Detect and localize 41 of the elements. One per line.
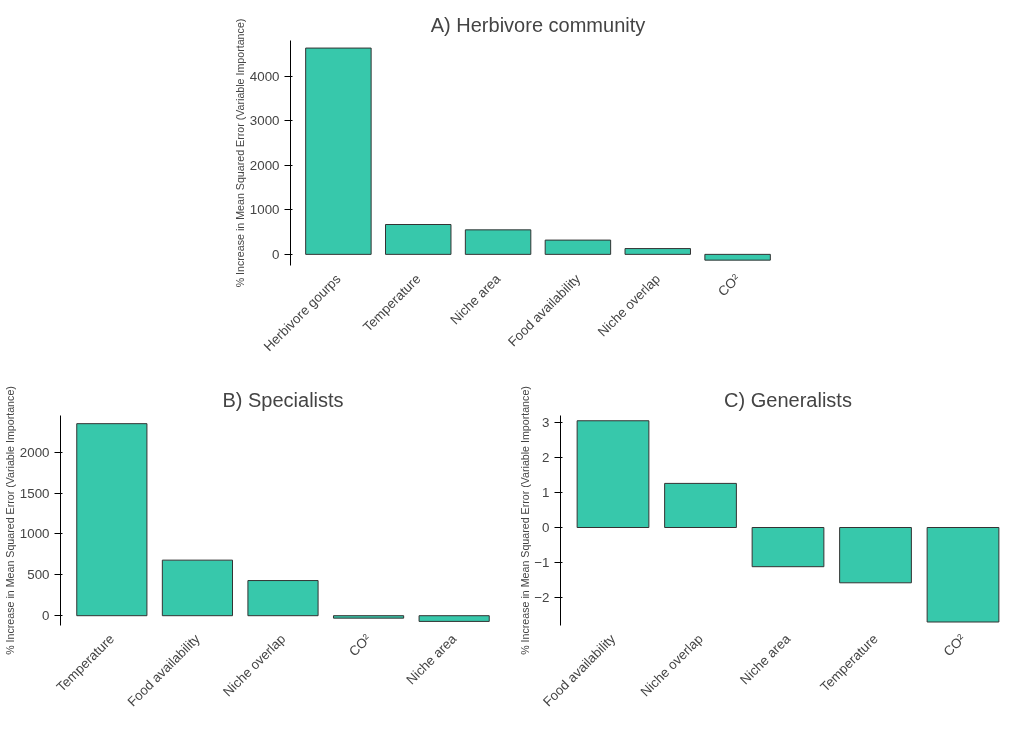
chart-title: C) Generalists (724, 388, 852, 411)
y-tick-label: 1 (542, 485, 550, 500)
y-tick-label: 2000 (249, 157, 280, 173)
bar (161, 559, 234, 617)
bar (418, 615, 490, 622)
y-axis-title: % Increase in Mean Squared Error (Variable Importance) (233, 18, 246, 288)
bar (76, 423, 148, 617)
y-tick-label: −2 (534, 590, 550, 605)
y-tick-label: −1 (534, 555, 550, 570)
bar (576, 420, 650, 528)
y-tick-label: 3 (542, 415, 550, 430)
y-axis-title: % Increase in Mean Squared Error (Variable Importance) (518, 386, 531, 655)
chart-title: A) Herbivore community (430, 13, 646, 36)
bar (464, 229, 532, 255)
y-tick-label: 2 (542, 450, 550, 465)
bar (385, 224, 452, 255)
x-tick-label: CO² (346, 630, 375, 660)
bar (704, 253, 771, 261)
bar (305, 47, 372, 255)
y-tick-label: 3000 (249, 113, 280, 129)
y-tick-label: 0 (272, 246, 280, 262)
x-tick-label: CO² (715, 270, 744, 300)
bar (332, 615, 405, 619)
chart-title: B) Specialists (222, 388, 344, 411)
bar (624, 248, 691, 255)
bar (544, 239, 612, 255)
y-tick-label: 0 (42, 608, 50, 624)
y-tick-label: 500 (27, 567, 50, 583)
y-tick-label: 1500 (19, 485, 50, 501)
y-tick-label: 0 (542, 520, 550, 535)
y-tick-label: 1000 (19, 526, 50, 542)
y-tick-label: 2000 (19, 444, 50, 460)
bar (926, 527, 1000, 623)
x-tick-label: CO² (940, 630, 969, 660)
bar (839, 527, 912, 584)
bar (751, 527, 825, 568)
y-tick-label: 4000 (249, 68, 280, 84)
bar (664, 482, 737, 528)
y-axis-title: % Increase in Mean Squared Error (Variable Importance) (3, 386, 16, 655)
y-tick-label: 1000 (249, 202, 280, 218)
bar (247, 580, 319, 617)
